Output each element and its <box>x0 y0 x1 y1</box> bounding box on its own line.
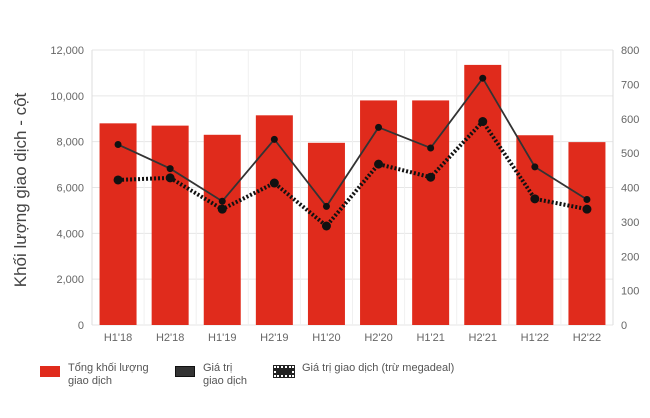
x-tick-label: H1'21 <box>416 332 444 344</box>
y-tick-label: 10,000 <box>50 91 84 103</box>
x-tick-label: H2'20 <box>364 332 392 344</box>
value-point <box>166 165 174 173</box>
legend-swatch-line <box>175 366 195 377</box>
legend-swatch-bar <box>40 366 60 377</box>
x-tick-label: H1'18 <box>104 332 132 344</box>
bar <box>568 142 606 325</box>
value-ex-megadeal-point <box>217 204 227 214</box>
value-ex-megadeal-point <box>530 194 540 204</box>
y2-tick-label: 500 <box>621 148 639 160</box>
bar <box>412 100 450 326</box>
x-tick-label: H1'19 <box>208 332 236 344</box>
value-point <box>114 141 122 149</box>
x-tick-label: H1'20 <box>312 332 340 344</box>
legend-label-volume-1: Tổng khối lượng <box>68 362 149 374</box>
chart: 0 2,000 4,000 6,000 8,000 10,000 12,000 0 100 200… <box>11 45 639 344</box>
value-ex-megadeal-point <box>165 173 175 183</box>
x-tick-label: H2'18 <box>156 332 184 344</box>
y-tick-label: 4,000 <box>56 228 84 240</box>
bar <box>203 134 241 325</box>
value-ex-megadeal-line <box>117 118 588 229</box>
x-tick-label: H2'22 <box>573 332 601 344</box>
y2-tick-label: 0 <box>621 320 627 332</box>
value-ex-megadeal-point <box>113 175 123 185</box>
y-axis-label: Khối lượng giao dịch - cột <box>11 92 30 287</box>
axes: 0 2,000 4,000 6,000 8,000 10,000 12,000 0 100 200… <box>50 45 639 344</box>
y2-tick-label: 300 <box>621 217 639 229</box>
y-tick-label: 8,000 <box>56 137 84 149</box>
value-point <box>583 196 591 204</box>
bar <box>151 125 189 325</box>
value-point <box>375 123 383 131</box>
line-series <box>113 74 592 231</box>
value-point <box>427 144 435 152</box>
value-line <box>117 76 588 208</box>
y2-tick-label: 800 <box>621 45 639 57</box>
x-tick-label: H2'21 <box>469 332 497 344</box>
bar <box>255 115 293 325</box>
value-point <box>322 202 330 210</box>
y2-tick-label: 200 <box>621 251 639 263</box>
value-point <box>531 163 539 171</box>
legend-label-value-ex-megadeal: Giá trị giao dịch (trừ megadeal) <box>302 362 455 374</box>
legend-item-volume: Tổng khối lượng giao dịch <box>40 362 149 388</box>
legend-item-value: Giá trị giao dịch <box>175 362 247 388</box>
value-point <box>479 74 487 82</box>
bar-series <box>99 64 606 326</box>
y-tick-label: 12,000 <box>50 45 84 57</box>
value-ex-megadeal-point <box>478 117 488 126</box>
y2-tick-label: 700 <box>621 79 639 91</box>
value-point <box>270 135 278 143</box>
value-ex-megadeal-point <box>426 172 436 182</box>
legend-item-value-ex-megadeal: Giá trị giao dịch (trừ megadeal) <box>273 362 455 378</box>
x-tick-label: H1'22 <box>521 332 549 344</box>
grid <box>91 49 614 326</box>
value-ex-megadeal-point <box>321 221 331 231</box>
y2-tick-label: 100 <box>621 286 639 298</box>
legend-label-value-2: giao dịch <box>203 375 248 387</box>
value-ex-megadeal-point <box>582 204 592 214</box>
bar <box>464 64 502 325</box>
y2-tick-label: 600 <box>621 114 639 126</box>
bar <box>360 100 398 326</box>
legend: Tổng khối lượng giao dịch Giá trị giao d… <box>0 362 650 402</box>
bar <box>99 123 137 325</box>
x-tick-label: H2'19 <box>260 332 288 344</box>
value-point <box>218 197 226 205</box>
legend-swatch-dotted <box>273 365 295 378</box>
y2-tick-label: 400 <box>621 183 639 195</box>
value-ex-megadeal-point <box>269 178 279 188</box>
legend-label-volume-2: giao dịch <box>68 375 113 387</box>
legend-label-value-1: Giá trị <box>203 362 233 374</box>
value-ex-megadeal-point <box>374 159 384 169</box>
bar <box>307 142 345 325</box>
y-tick-label: 2,000 <box>56 274 84 286</box>
y-tick-label: 0 <box>78 320 84 332</box>
y-tick-label: 6,000 <box>56 183 84 195</box>
